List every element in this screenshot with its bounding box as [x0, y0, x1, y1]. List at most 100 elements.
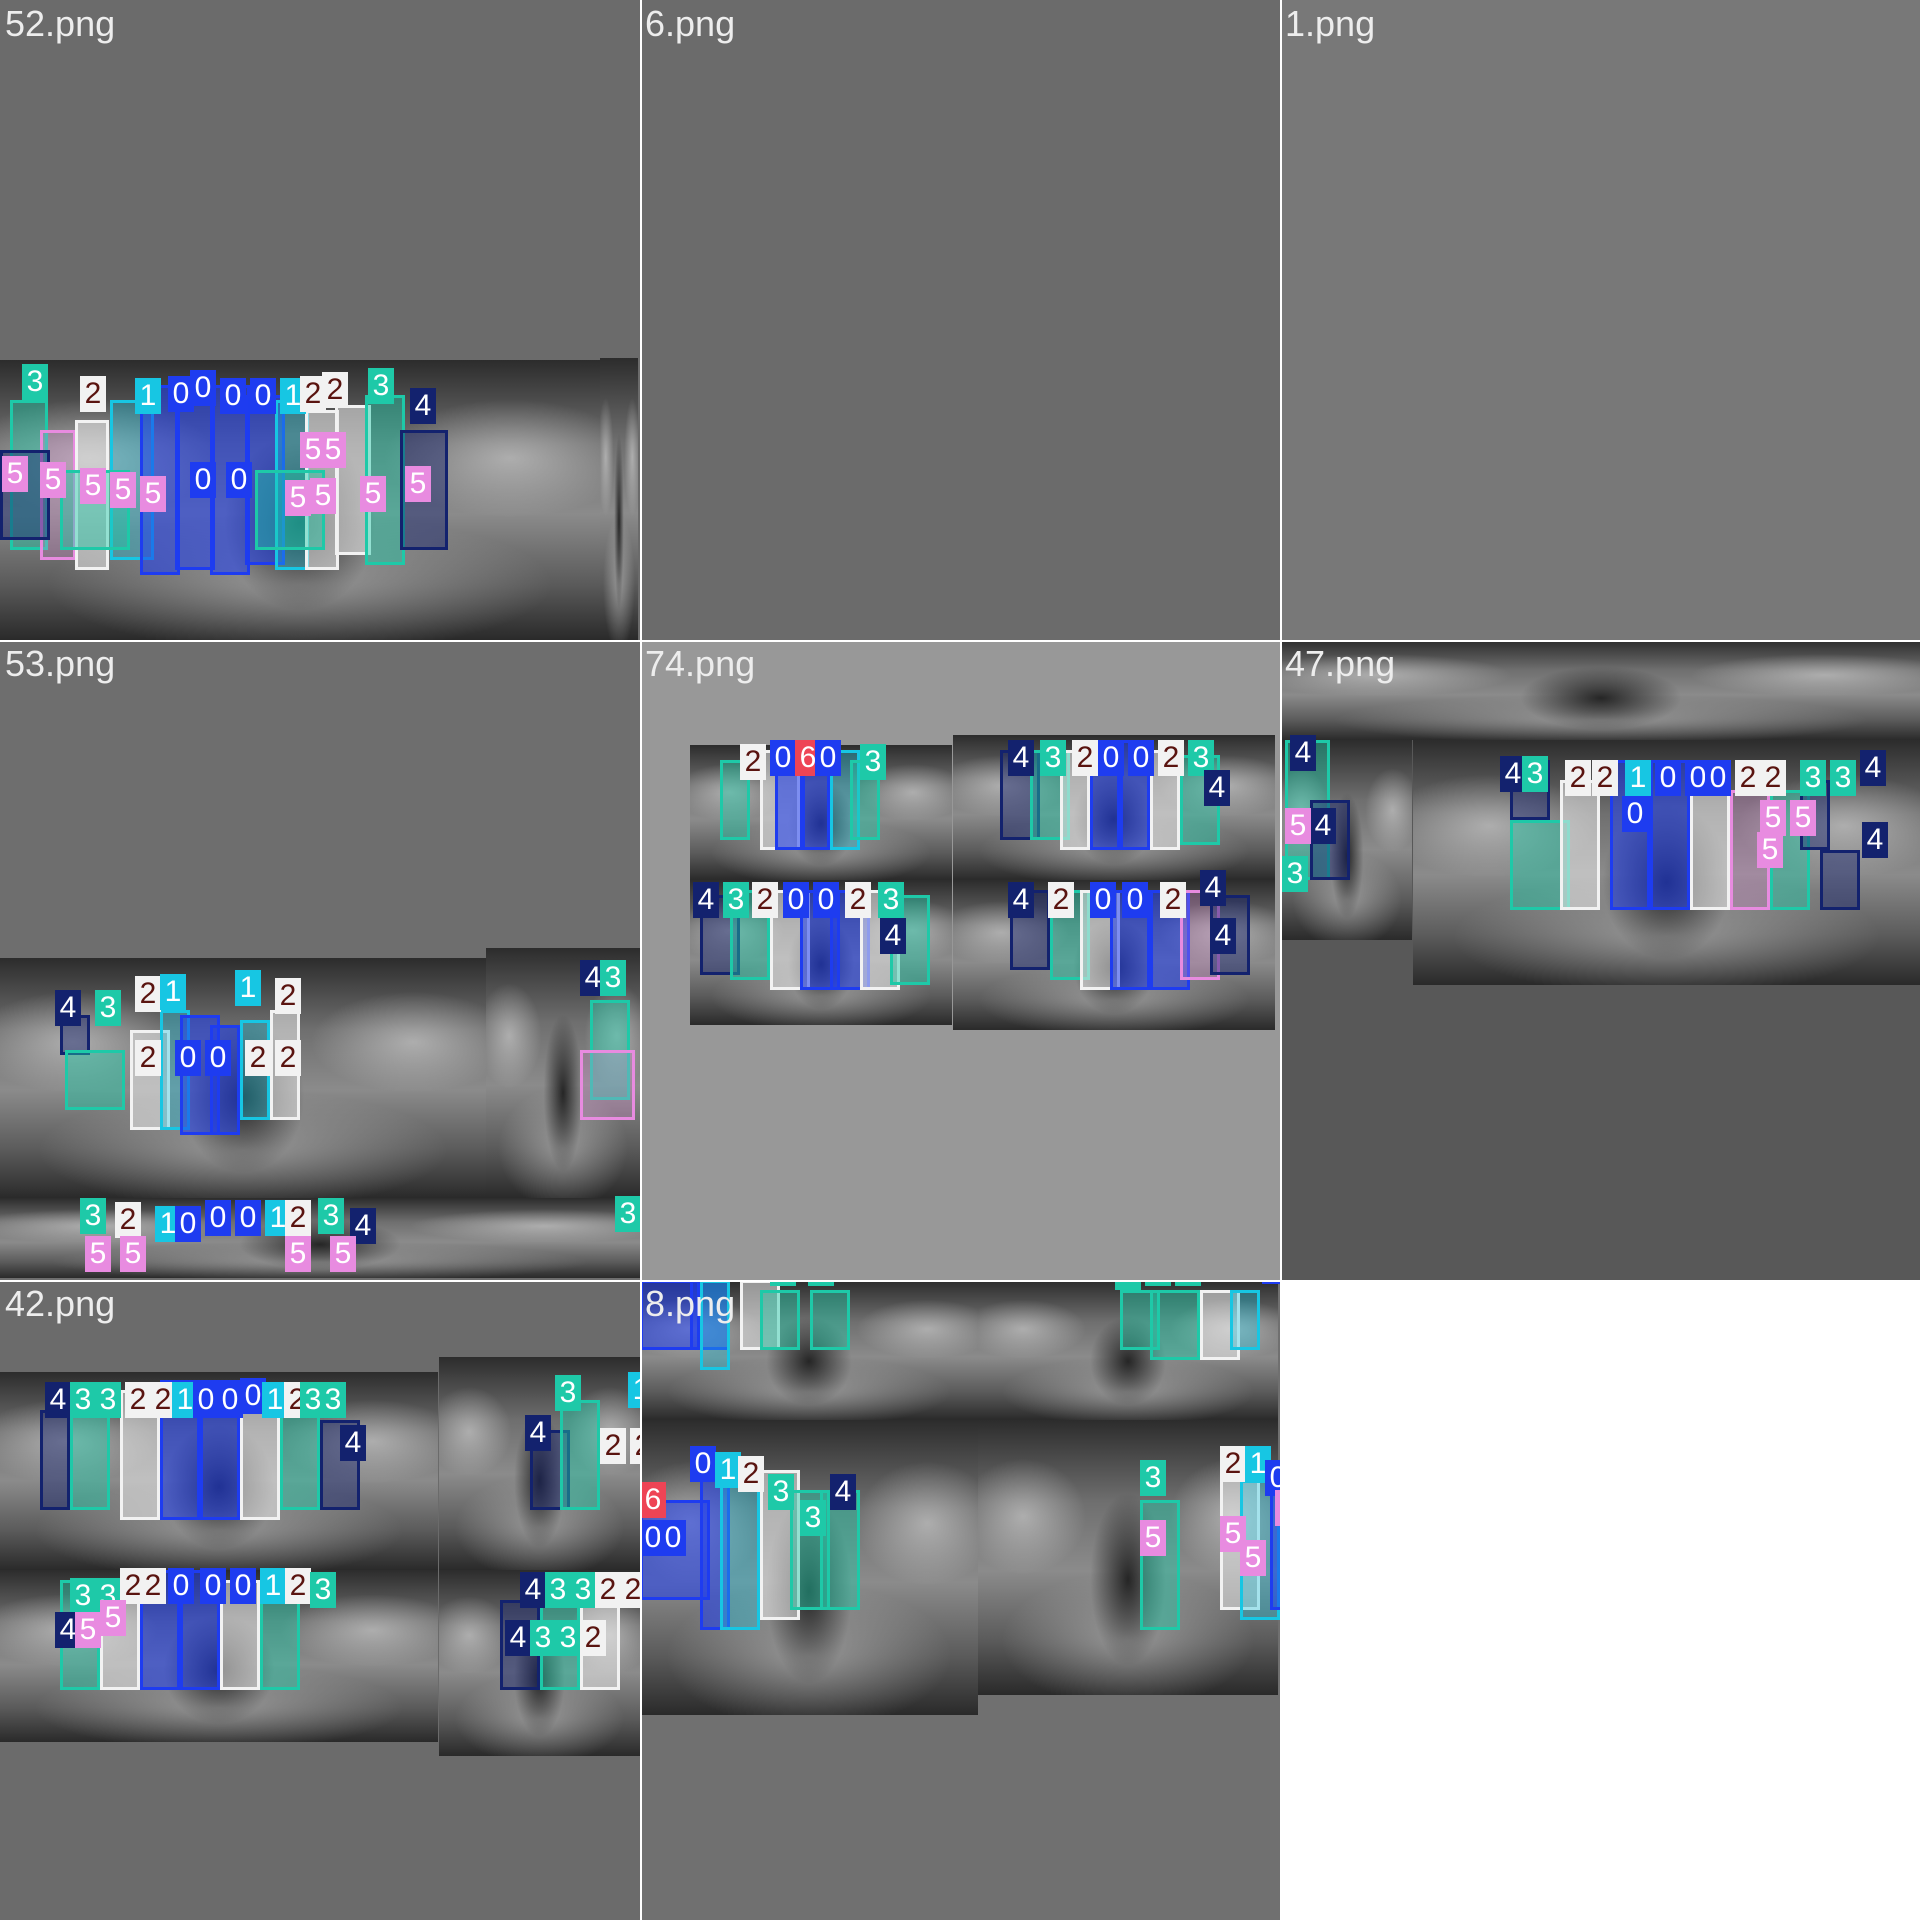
class-label: 0: [235, 1200, 261, 1236]
class-label: 4: [1204, 770, 1230, 806]
class-label: 2: [580, 1620, 606, 1656]
class-label: 1: [135, 378, 161, 414]
mosaic-tile: 4 4 5 3 4 3 2 2 1 0 0 0 2 2 3 3 4 0 4 5 5 5 47.png: [1280, 640, 1920, 1280]
class-label: 2: [620, 1572, 640, 1608]
class-label: 4: [1008, 740, 1034, 776]
class-label: 5: [80, 468, 106, 504]
class-label: 3: [723, 882, 749, 918]
class-label: 2: [595, 1572, 621, 1608]
grid-separator: [0, 640, 1920, 642]
detection-box: [700, 1280, 730, 1370]
class-label: 2: [630, 1428, 640, 1464]
xray-image: [600, 358, 638, 640]
class-label: 0: [1098, 740, 1124, 776]
detection-box: [280, 1400, 320, 1510]
class-label: 2: [115, 1202, 141, 1238]
detection-box: [1690, 780, 1730, 910]
mosaic-tile: 4332210001233443221332200012345543322433…: [0, 1280, 640, 1920]
class-label: 3: [570, 1572, 596, 1608]
class-label: 2: [1048, 882, 1074, 918]
class-label: 0: [205, 1200, 231, 1236]
class-label: 4: [340, 1425, 366, 1461]
class-label: 5: [110, 472, 136, 508]
class-label: 4: [505, 1620, 531, 1656]
class-label: 5: [2, 456, 28, 492]
class-label: 0: [770, 740, 796, 776]
class-label: 5: [360, 476, 386, 512]
class-label: 4: [830, 1474, 856, 1510]
mosaic-tile: 00122333332210601233432105555008.png: [640, 1280, 1280, 1920]
mosaic-tile: 34555543213226.png: [640, 0, 1280, 640]
class-label: 3: [615, 1196, 640, 1232]
detection-box: [720, 760, 750, 840]
mosaic-tile: 34443322002344332210005332201.png: [1280, 0, 1920, 640]
class-label: 0: [813, 882, 839, 918]
class-label: 0: [190, 370, 216, 406]
class-label: 5: [405, 466, 431, 502]
class-label: 0: [1265, 1460, 1280, 1496]
class-label: 0: [168, 1568, 194, 1604]
class-label: 3: [860, 744, 886, 780]
class-label: 5: [1285, 808, 1311, 844]
class-label: 5: [310, 478, 336, 514]
detection-box: [820, 1490, 860, 1610]
detection-box: [760, 1290, 800, 1350]
class-label: 2: [1760, 760, 1786, 796]
class-label: 3: [555, 1375, 581, 1411]
class-label: 5: [100, 1600, 126, 1636]
grid-separator: [0, 1280, 1282, 1282]
tile-title: 1.png: [1285, 3, 1376, 44]
class-label: 3: [545, 1572, 571, 1608]
class-label: 1: [262, 1382, 288, 1418]
class-label: 0: [240, 1378, 266, 1414]
class-label: 4: [1200, 870, 1226, 906]
class-label: 2: [740, 744, 766, 780]
class-label: 5: [85, 1236, 111, 1272]
class-label: 2: [80, 376, 106, 412]
class-label: 0: [175, 1206, 201, 1242]
class-label: 0: [815, 740, 841, 776]
class-label: 5: [1275, 1490, 1280, 1526]
class-label: 3: [1830, 760, 1856, 796]
detection-box: [1150, 1290, 1200, 1360]
class-label: 2: [245, 1040, 271, 1076]
class-label: 0: [1090, 882, 1116, 918]
detection-box: [560, 1400, 600, 1510]
class-label: 0: [660, 1520, 686, 1556]
class-label: 5: [1790, 800, 1816, 836]
class-label: 2: [738, 1456, 764, 1492]
class-label: 2: [275, 978, 301, 1014]
detection-box: [580, 1050, 635, 1120]
class-label: 0: [1705, 760, 1731, 796]
detection-box: [700, 1460, 730, 1630]
class-label: 1: [160, 974, 186, 1010]
detection-box: [830, 750, 860, 850]
class-label: 3: [318, 1198, 344, 1234]
class-label: 3: [1145, 1280, 1171, 1286]
class-label: 5: [285, 480, 311, 516]
class-label: 5: [140, 476, 166, 512]
class-label: 4: [410, 388, 436, 424]
detection-box: [40, 1410, 70, 1510]
class-label: 2: [125, 1382, 151, 1418]
class-label: 3: [530, 1620, 556, 1656]
class-label: 5: [1240, 1540, 1266, 1576]
class-label: 4: [520, 1572, 546, 1608]
class-label: 1: [1625, 760, 1651, 796]
class-label: 3: [1175, 1280, 1201, 1286]
class-label: 5: [330, 1236, 356, 1272]
class-label: 4: [55, 990, 81, 1026]
class-label: 0: [193, 1382, 219, 1418]
class-label: 5: [320, 432, 346, 468]
class-label: 3: [1800, 760, 1826, 796]
class-label: 2: [150, 1382, 176, 1418]
class-label: 2: [1735, 760, 1761, 796]
class-label: 3: [1040, 740, 1066, 776]
class-label: 3: [1282, 856, 1308, 892]
class-label: 1: [628, 1372, 640, 1408]
class-label: 5: [40, 462, 66, 498]
class-label: 3: [310, 1572, 336, 1608]
class-label: 4: [1008, 882, 1034, 918]
class-label: 3: [1140, 1460, 1166, 1496]
tile-title: 53.png: [5, 643, 116, 684]
